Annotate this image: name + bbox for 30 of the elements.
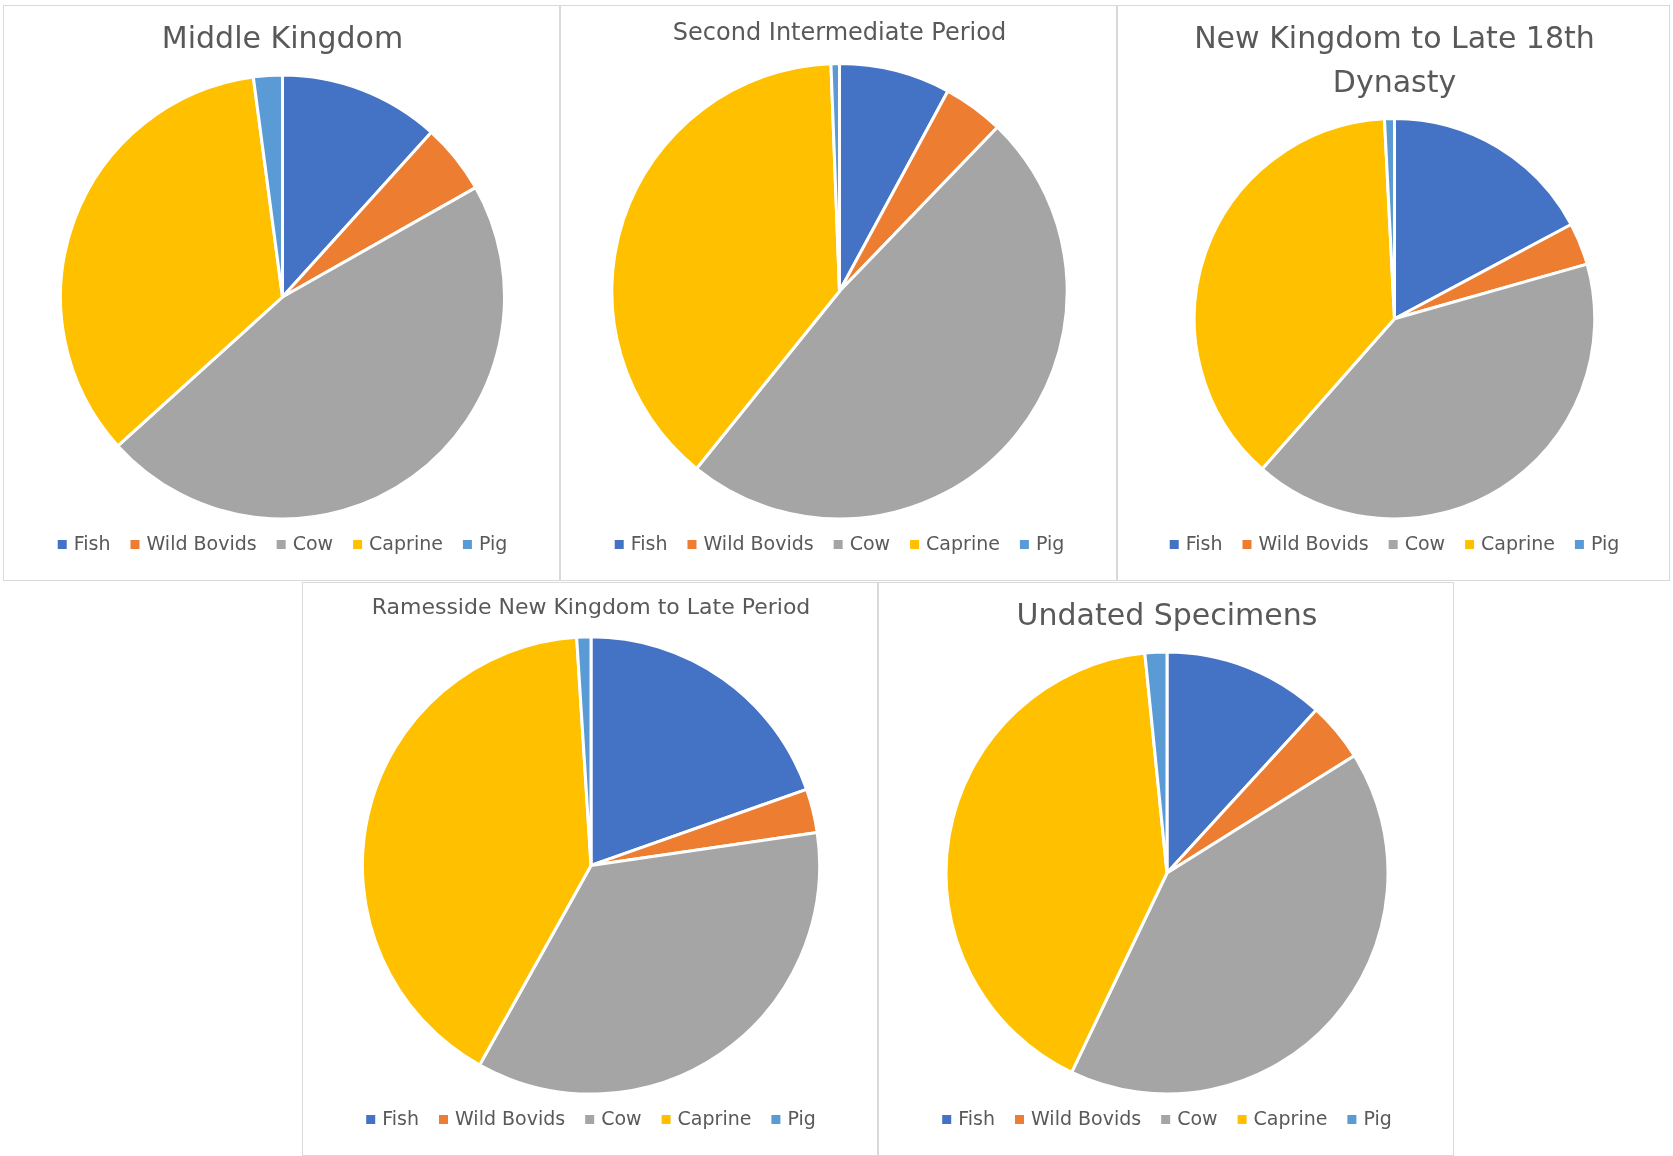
legend-label: Caprine [677, 1107, 752, 1129]
chart-title: Middle Kingdom [161, 20, 404, 55]
legend-label: Cow [1177, 1107, 1218, 1129]
legend-label: Cow [601, 1107, 642, 1129]
legend-label: Cow [1404, 532, 1446, 554]
legend-label: Caprine [369, 532, 443, 554]
chart-title: Undated Specimens [1016, 597, 1318, 632]
legend-label: Fish [382, 1107, 419, 1129]
legend-label: Wild Bovids [703, 532, 814, 554]
legend-label: Wild Bovids [1030, 1107, 1142, 1129]
legend-label: Cow [292, 532, 334, 554]
chart-title: Ramesside New Kingdom to Late Period [371, 593, 811, 619]
legend-label: Wild Bovids [454, 1107, 566, 1129]
legend-label: Pig [478, 532, 508, 554]
legend-label: Fish [958, 1107, 995, 1129]
legend-label: Pig [787, 1107, 816, 1129]
legend-label: Fish [630, 532, 668, 554]
legend-label: Cow [849, 532, 891, 554]
chart-title: New Kingdom to Late 18th Dynasty [1194, 20, 1595, 99]
legend-label: Caprine [926, 532, 1000, 554]
chart-title: Second Intermediate Period [672, 17, 1007, 46]
legend-label: Fish [73, 532, 111, 554]
legend-label: Caprine [1253, 1107, 1328, 1129]
legend-label: Fish [1185, 532, 1223, 554]
legend-label: Pig [1590, 532, 1620, 554]
legend-label: Wild Bovids [146, 532, 257, 554]
legend-label: Caprine [1481, 532, 1555, 554]
legend-label: Pig [1363, 1107, 1392, 1129]
legend-label: Pig [1035, 532, 1065, 554]
legend-label: Wild Bovids [1258, 532, 1369, 554]
